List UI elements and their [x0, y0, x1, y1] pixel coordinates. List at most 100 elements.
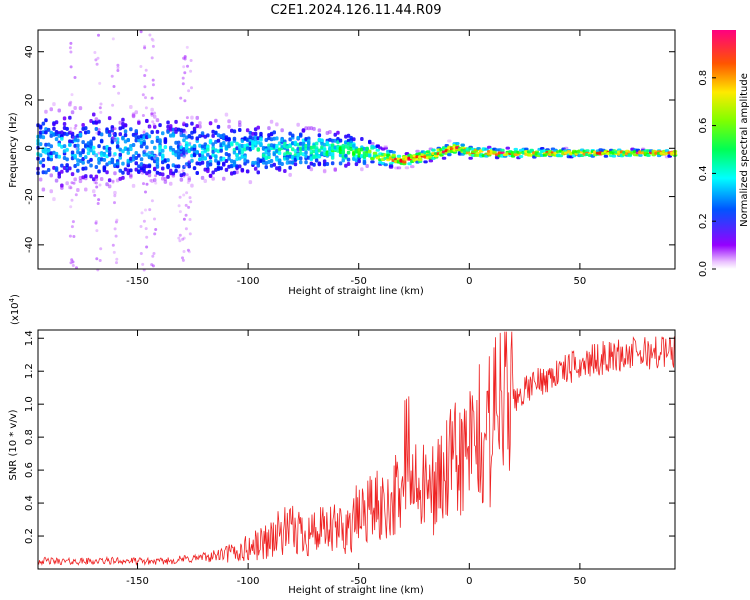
spectrogram-cell	[301, 152, 306, 157]
spectrogram-cell	[235, 141, 239, 146]
spectrogram-cell	[264, 148, 268, 153]
spectrogram-cell	[190, 115, 194, 120]
spectrogram-cell	[322, 147, 327, 151]
spectrogram-cell	[264, 138, 268, 142]
spectrogram-noise-cell	[74, 124, 78, 128]
spectrogram-cell	[86, 159, 91, 164]
spectrogram-noise-cell	[93, 51, 97, 54]
spectrogram-cell	[195, 115, 199, 120]
spectrogram-noise-cell	[71, 220, 75, 224]
spectrogram-noise-cell	[177, 170, 181, 174]
spectrogram-cell	[65, 163, 69, 168]
spectrogram-cell	[41, 157, 46, 162]
spectrogram-cell	[468, 156, 473, 160]
spectrogram-cell	[208, 139, 213, 143]
spectrogram-noise-cell	[182, 217, 186, 221]
spectrogram-cell	[216, 165, 221, 170]
spectrogram-noise-cell	[189, 59, 193, 62]
spectrogram-cell	[155, 157, 160, 161]
spectrogram-cell	[171, 133, 176, 138]
spectrogram-noise-cell	[95, 229, 99, 233]
spectrogram-cell	[291, 147, 295, 152]
spectrogram-cell	[227, 156, 231, 161]
spectrogram-cell	[195, 171, 199, 175]
spectrogram-cell	[182, 147, 186, 152]
spectrogram-cell	[190, 135, 194, 140]
spectrogram-cell	[131, 112, 136, 117]
spectrogram-cell	[192, 166, 197, 171]
colorbar-label: Normalized spectral amplitude	[739, 73, 750, 227]
spectrogram-cell	[105, 170, 109, 175]
spectrogram-cell	[54, 137, 59, 142]
spectrogram-cell	[176, 155, 181, 160]
spectrogram-cell	[325, 152, 330, 157]
spectrogram-cell	[121, 149, 125, 154]
spectrogram-cell	[195, 150, 199, 154]
spectrogram-noise-cell	[144, 68, 148, 72]
spectrogram-cell	[285, 150, 290, 155]
spectrogram-cell	[275, 122, 279, 127]
spectrogram-frame	[37, 29, 676, 270]
spectrogram-cell	[38, 130, 43, 135]
spectrogram-cell	[322, 152, 327, 156]
spectrogram-cell	[338, 153, 343, 158]
spectrogram-cell	[372, 151, 378, 155]
spectrogram-cell	[322, 159, 327, 164]
spectrogram-cell	[251, 136, 255, 141]
spectrogram-cell	[38, 153, 43, 158]
spectrogram-cell	[288, 172, 292, 177]
spectrogram-cell	[259, 141, 263, 146]
spectrogram-cell	[222, 162, 226, 167]
spectrogram-noise-cell	[141, 93, 145, 97]
spectrogram-noise-cell	[144, 208, 147, 212]
colorbar-tick-label: 0.0	[698, 261, 709, 277]
spectrogram-cell	[240, 167, 245, 172]
spectrogram-cell	[200, 160, 205, 165]
spectrogram-cell	[352, 143, 356, 148]
spectrogram-cell	[44, 118, 48, 123]
spectrogram-noise-cell	[69, 50, 73, 54]
spectrogram-cell	[118, 147, 122, 152]
spectrogram-cell	[206, 163, 210, 168]
spectrogram-noise-cell	[154, 181, 158, 185]
spectrogram-cell	[153, 178, 157, 183]
spectrogram-cell	[163, 138, 168, 143]
spectrogram-cell	[370, 160, 375, 164]
spectrogram-cell	[41, 163, 46, 168]
spectrogram-cell	[256, 147, 260, 152]
spectrogram-cell	[129, 173, 133, 178]
spectrogram-noise-cell	[182, 121, 186, 125]
spectrogram-cell	[333, 132, 337, 137]
spectrogram-cell	[129, 147, 133, 152]
spectrogram-cell	[299, 146, 303, 151]
spectrogram-cell	[232, 170, 237, 175]
spectrogram-cell	[52, 102, 56, 107]
spectrogram-cell	[638, 153, 643, 157]
spectrogram-cell	[346, 150, 351, 155]
spectrogram-noise-cell	[93, 154, 97, 157]
spectrogram-cell	[169, 124, 173, 129]
spectrogram-cell	[330, 151, 335, 156]
spectrogram-noise-cell	[188, 218, 192, 221]
spectrogram-cell	[211, 149, 215, 154]
spectrogram-noise-cell	[186, 181, 190, 184]
spectrogram-cell	[238, 128, 242, 132]
spectrogram-cell	[338, 150, 343, 155]
spectrogram-cell	[107, 184, 112, 189]
spectrogram-cell	[145, 145, 149, 150]
spectrogram-cell	[253, 166, 258, 171]
spectrogram-noise-cell	[97, 198, 101, 202]
spectrogram-cell	[176, 164, 181, 169]
spectrogram-cell	[166, 124, 170, 129]
spectrogram-cell	[230, 128, 234, 133]
spectrogram-cell	[328, 147, 332, 152]
spectrogram-noise-cell	[148, 208, 152, 212]
spectrogram-cell	[60, 136, 64, 141]
spectrogram-cell	[309, 145, 314, 150]
spectrogram-noise-cell	[115, 261, 118, 265]
spectrogram-cell	[68, 166, 72, 171]
spectrogram-cell	[187, 134, 191, 138]
spectrogram-noise-cell	[143, 74, 147, 77]
spectrogram-cell	[44, 109, 48, 114]
y-tick-label: 0.6	[24, 462, 35, 478]
